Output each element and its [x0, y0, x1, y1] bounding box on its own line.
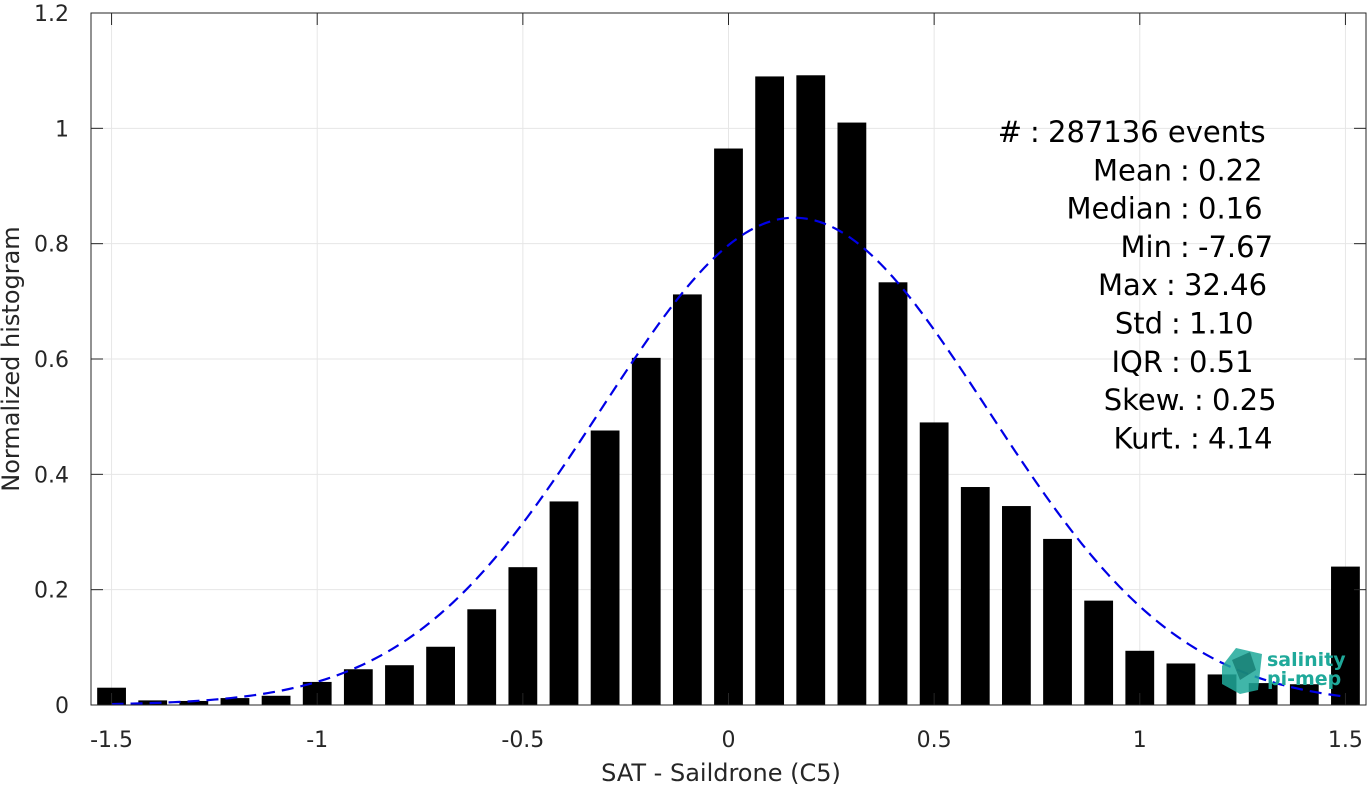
x-axis-ticks: -1.5 -1 -0.5 0 0.5 1 1.5 — [90, 13, 1363, 753]
stat-separator: : — [1190, 421, 1200, 455]
y-tick-label: 0.8 — [34, 233, 69, 258]
histogram-bar — [837, 122, 867, 706]
histogram-bar — [467, 609, 497, 705]
histogram-bar — [796, 75, 826, 705]
x-tick-label: -1 — [306, 728, 328, 753]
x-tick-label: 0 — [722, 728, 736, 753]
stat-label: Median — [1067, 192, 1172, 226]
y-axis-ticks: 0 0.2 0.4 0.6 0.8 1 1.2 — [34, 2, 1366, 719]
stat-separator: : — [1171, 307, 1181, 341]
x-tick-label: -1.5 — [90, 728, 133, 753]
stat-value: 4.14 — [1208, 421, 1273, 455]
x-tick-label: 1 — [1133, 728, 1147, 753]
stat-label: IQR — [1111, 345, 1163, 379]
histogram-bar — [1084, 600, 1114, 705]
histogram-bar — [755, 76, 785, 705]
histogram-bar — [549, 501, 579, 705]
stat-value: -7.67 — [1198, 230, 1273, 264]
histogram-bar — [426, 646, 455, 705]
stat-label: Mean — [1093, 153, 1172, 187]
x-tick-label: -0.5 — [501, 728, 544, 753]
histogram-bar — [878, 282, 908, 705]
normal-fit-curve — [111, 216, 1346, 706]
histogram-bar — [343, 669, 373, 705]
stat-separator: : — [1180, 230, 1190, 264]
x-tick-label: 0.5 — [917, 728, 952, 753]
histogram-bar — [714, 148, 743, 705]
stat-value: 0.16 — [1198, 192, 1263, 226]
histogram-bar — [1166, 663, 1196, 705]
histogram-bar — [385, 665, 414, 705]
histogram-bar — [1043, 538, 1072, 705]
salinity-pi-mep-logo: salinity pi-mep — [1222, 648, 1346, 694]
y-tick-label: 0.4 — [34, 463, 69, 488]
stat-label: Min — [1121, 230, 1172, 264]
y-tick-label: 0.2 — [34, 579, 69, 604]
histogram-bar — [179, 700, 209, 705]
stat-separator: : — [1180, 192, 1190, 226]
histogram-bar — [1002, 506, 1031, 705]
logo-text-line1: salinity — [1267, 649, 1346, 671]
y-tick-label: 0.6 — [34, 348, 69, 373]
stat-label: Kurt. — [1114, 421, 1182, 455]
x-tick-label: 1.5 — [1328, 728, 1363, 753]
stat-value: 0.25 — [1212, 383, 1277, 417]
histogram-bar — [672, 294, 702, 705]
stat-label: Skew. — [1104, 383, 1186, 417]
stat-label: Std — [1115, 307, 1163, 341]
stat-value: 0.22 — [1198, 153, 1263, 187]
stat-value: 32.46 — [1184, 268, 1267, 302]
y-axis-label: Normalized histogram — [0, 226, 25, 491]
histogram-bar — [508, 567, 538, 705]
histogram-bar — [261, 695, 291, 705]
stat-separator: : — [1166, 268, 1176, 302]
stat-separator: : — [1171, 345, 1181, 379]
histogram-bar — [220, 698, 250, 705]
y-tick-label: 1 — [55, 117, 69, 142]
x-axis-label: SAT - Saildrone (C5) — [601, 759, 841, 785]
stat-value: 287136 events — [1048, 115, 1266, 149]
histogram-bar — [631, 357, 661, 705]
histogram-bar — [919, 422, 949, 705]
stat-label: Max — [1098, 268, 1158, 302]
histogram-bars — [97, 75, 1360, 706]
histogram-bar — [590, 430, 620, 705]
stat-label: # — [998, 115, 1022, 149]
y-tick-label: 1.2 — [34, 2, 69, 27]
stat-separator: : — [1180, 153, 1190, 187]
histogram-bar — [960, 487, 990, 705]
stat-value: 0.51 — [1189, 345, 1254, 379]
logo-mark — [1222, 648, 1262, 694]
stat-separator: : — [1194, 383, 1204, 417]
stat-separator: : — [1030, 115, 1040, 149]
stat-value: 1.10 — [1189, 307, 1254, 341]
y-tick-label: 0 — [55, 694, 69, 719]
logo-text-line2: pi-mep — [1267, 668, 1341, 690]
